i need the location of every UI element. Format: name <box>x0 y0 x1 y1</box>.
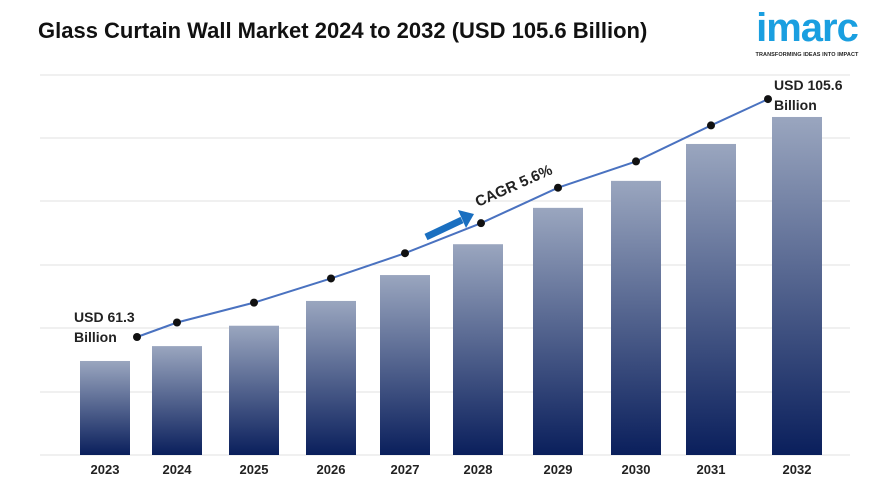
bar-2024 <box>152 346 202 455</box>
x-tick-label: 2029 <box>544 462 573 477</box>
x-tick-label: 2027 <box>391 462 420 477</box>
logo-tagline: TRANSFORMING IDEAS INTO IMPACT <box>755 52 859 58</box>
x-tick-label: 2024 <box>163 462 193 477</box>
start-label-line1: USD 61.3 <box>74 309 135 325</box>
trend-line <box>136 98 769 338</box>
line-point-2028 <box>477 219 485 228</box>
x-tick-label: 2023 <box>91 462 120 477</box>
logo-word: imarc <box>756 6 859 50</box>
x-tick-label: 2030 <box>622 462 651 477</box>
line-point-2032 <box>764 95 772 104</box>
x-tick-label: 2031 <box>697 462 726 477</box>
end-label-line2: Billion <box>774 97 817 113</box>
line-point-2024 <box>173 318 181 327</box>
line-point-2025 <box>250 298 258 307</box>
bar-2025 <box>229 325 279 455</box>
bar-2029 <box>533 207 583 455</box>
bar-2030 <box>611 180 661 456</box>
end-label-line1: USD 105.6 <box>774 77 843 93</box>
cagr-arrow-icon <box>424 210 474 241</box>
line-point-2031 <box>707 121 715 130</box>
start-label-line2: Billion <box>74 329 117 345</box>
line-point-2029 <box>554 183 562 192</box>
imarc-logo: imarc TRANSFORMING IDEAS INTO IMPACT <box>748 5 866 59</box>
x-tick-label: 2026 <box>317 462 346 477</box>
cagr-label: CAGR 5.6% <box>473 162 555 211</box>
bar-2027 <box>380 275 430 455</box>
bar-2028 <box>453 244 503 455</box>
bar-2032 <box>772 116 822 456</box>
chart-title: Glass Curtain Wall Market 2024 to 2032 (… <box>38 18 648 43</box>
line-point-2026 <box>327 274 335 283</box>
line-point-2027 <box>401 249 409 258</box>
line-point-2030 <box>632 157 640 166</box>
x-tick-label: 2025 <box>240 462 269 477</box>
bar-2031 <box>686 143 736 455</box>
x-tick-label: 2032 <box>783 462 812 477</box>
line-point-2023 <box>133 333 141 341</box>
bar-2026 <box>306 300 356 455</box>
x-tick-label: 2028 <box>464 462 493 477</box>
bar-2023 <box>80 360 130 455</box>
